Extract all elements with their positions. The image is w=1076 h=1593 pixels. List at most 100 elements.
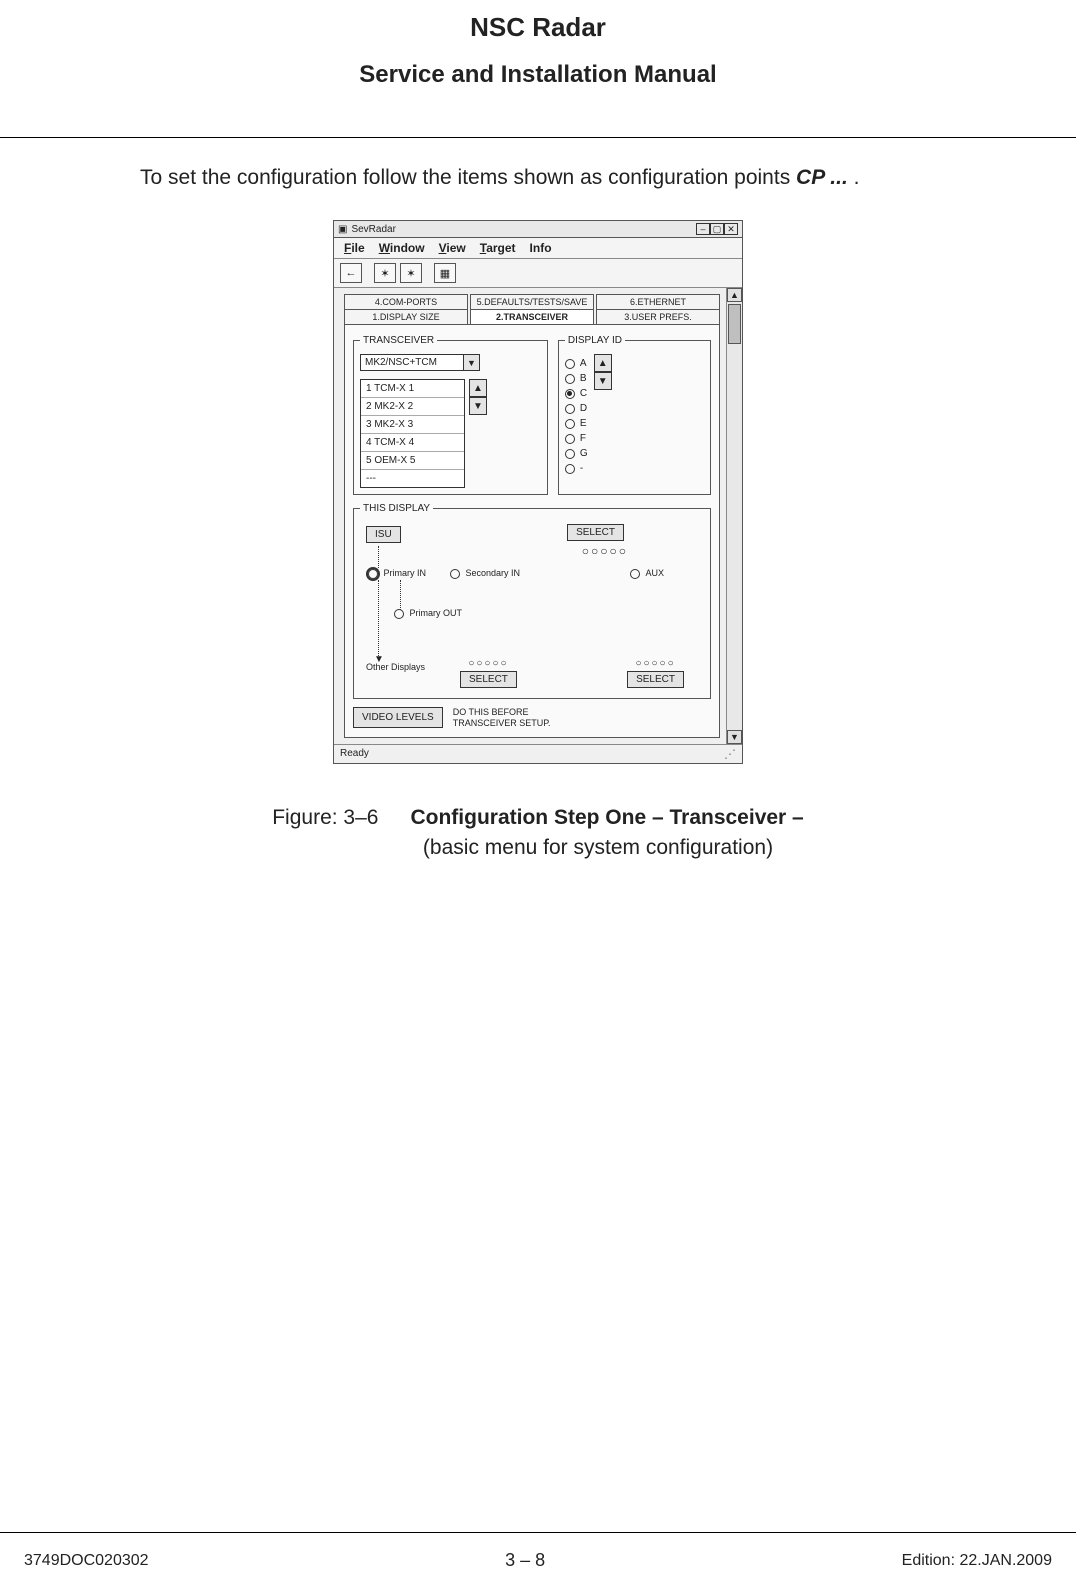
page-footer: 3749DOC020302 3 – 8 Edition: 22.JAN.2009 — [0, 1550, 1076, 1571]
dot-icon — [394, 609, 404, 619]
tool-3[interactable]: ▦ — [434, 263, 456, 283]
spin-up[interactable]: ▲ — [594, 354, 612, 372]
list-item[interactable]: 1 TCM-X 1 — [361, 380, 464, 398]
dots-icon: ○○○○○ — [627, 658, 684, 669]
legend-this-display: THIS DISPLAY — [360, 503, 433, 514]
transceiver-list[interactable]: 1 TCM-X 1 2 MK2-X 2 3 MK2-X 3 4 TCM-X 4 … — [360, 379, 465, 488]
transceiver-combo[interactable]: MK2/NSC+TCM ▼ — [360, 354, 480, 371]
tab-display-size[interactable]: 1.DISPLAY SIZE — [344, 309, 468, 324]
select-button-2[interactable]: SELECT — [627, 671, 684, 688]
dots-icon: ○○○○○ — [460, 658, 517, 669]
tab-com-ports[interactable]: 4.COM-PORTS — [344, 294, 468, 309]
display-id-radios: A B C D E F G - — [565, 354, 588, 478]
dot-row-top: ○○○○○ — [582, 544, 628, 558]
tool-2[interactable]: ✶ — [400, 263, 422, 283]
titlebar: ▣ SevRadar – ▢ ✕ — [334, 221, 742, 238]
scroll-thumb[interactable] — [728, 304, 741, 344]
scroll-down-icon[interactable]: ▼ — [727, 730, 742, 744]
connector — [378, 546, 379, 568]
scroll-up-icon[interactable]: ▲ — [727, 288, 742, 302]
spin-up[interactable]: ▲ — [469, 379, 487, 397]
primary-in-node: Primary IN — [368, 568, 426, 579]
list-item[interactable]: --- — [361, 470, 464, 487]
legend-transceiver: TRANSCEIVER — [360, 335, 437, 346]
page-header: NSC Radar Service and Installation Manua… — [0, 0, 1076, 89]
menubar: File Window View Target Info — [334, 238, 742, 259]
intro-cp: CP ... — [796, 166, 848, 189]
tab-ethernet[interactable]: 6.ETHERNET — [596, 294, 720, 309]
group-display-id: DISPLAY ID A B C D E F G — [558, 335, 711, 495]
node-label: Primary IN — [384, 568, 427, 578]
title-2: Service and Installation Manual — [0, 61, 1076, 89]
tool-back[interactable]: ← — [340, 263, 362, 283]
tabs-row-2: 1.DISPLAY SIZE 2.TRANSCEIVER 3.USER PREF… — [344, 309, 720, 324]
video-levels-note: DO THIS BEFORE TRANSCEIVER SETUP. — [453, 707, 551, 729]
select-button-1[interactable]: SELECT — [460, 671, 517, 688]
dot-icon — [368, 569, 378, 579]
radio-e[interactable] — [565, 419, 575, 429]
vertical-scrollbar[interactable]: ▲ ▼ — [726, 288, 742, 744]
radio-label: D — [580, 403, 587, 414]
menu-view[interactable]: View — [439, 241, 466, 255]
isu-box: ISU — [366, 526, 401, 543]
aux-node: AUX — [630, 568, 664, 579]
radio-dash[interactable] — [565, 464, 575, 474]
tabs-row-1: 4.COM-PORTS 5.DEFAULTS/TESTS/SAVE 6.ETHE… — [344, 294, 720, 309]
status-text: Ready — [340, 748, 369, 759]
spin-down[interactable]: ▼ — [469, 397, 487, 415]
spin-down[interactable]: ▼ — [594, 372, 612, 390]
tab-defaults[interactable]: 5.DEFAULTS/TESTS/SAVE — [470, 294, 594, 309]
video-levels-row: VIDEO LEVELS DO THIS BEFORE TRANSCEIVER … — [353, 707, 711, 729]
node-label: Secondary IN — [466, 568, 521, 578]
tool-1[interactable]: ✶ — [374, 263, 396, 283]
list-item[interactable]: 5 OEM-X 5 — [361, 452, 464, 470]
maximize-button[interactable]: ▢ — [710, 223, 724, 235]
node-label: Primary OUT — [410, 608, 463, 618]
radio-label: G — [580, 448, 588, 459]
list-item[interactable]: 2 MK2-X 2 — [361, 398, 464, 416]
list-item[interactable]: 4 TCM-X 4 — [361, 434, 464, 452]
other-displays-label: Other Displays — [366, 662, 425, 672]
note-line-1: DO THIS BEFORE — [453, 707, 551, 718]
toolbar: ← ✶ ✶ ▦ — [334, 259, 742, 288]
group-transceiver: TRANSCEIVER MK2/NSC+TCM ▼ 1 TCM-X 1 2 MK… — [353, 335, 548, 495]
chevron-down-icon[interactable]: ▼ — [464, 354, 480, 371]
tab-transceiver[interactable]: 2.TRANSCEIVER — [470, 309, 594, 324]
radio-d[interactable] — [565, 404, 575, 414]
tab-user-prefs[interactable]: 3.USER PREFS. — [596, 309, 720, 324]
select-top-button[interactable]: SELECT — [567, 524, 624, 541]
combo-text: MK2/NSC+TCM — [360, 354, 464, 371]
radio-label: F — [580, 433, 586, 444]
menu-window[interactable]: Window — [379, 241, 425, 255]
intro-pre: To set the configuration follow the item… — [140, 166, 796, 189]
radio-g[interactable] — [565, 449, 575, 459]
tab-page: TRANSCEIVER MK2/NSC+TCM ▼ 1 TCM-X 1 2 MK… — [344, 324, 720, 738]
note-line-2: TRANSCEIVER SETUP. — [453, 718, 551, 729]
screenshot-window: ▣ SevRadar – ▢ ✕ File Window View Target… — [333, 220, 743, 764]
menu-info[interactable]: Info — [530, 241, 552, 255]
select-bottom-1: ○○○○○ SELECT — [460, 658, 517, 688]
primary-out-node: Primary OUT — [394, 608, 462, 619]
minimize-button[interactable]: – — [696, 223, 710, 235]
close-button[interactable]: ✕ — [724, 223, 738, 235]
menu-file[interactable]: File — [344, 241, 365, 255]
connector — [378, 580, 379, 660]
radio-b[interactable] — [565, 374, 575, 384]
resize-grip-icon[interactable]: ⋰ — [724, 747, 736, 761]
page-number: 3 – 8 — [505, 1550, 545, 1571]
legend-display-id: DISPLAY ID — [565, 335, 625, 346]
radio-f[interactable] — [565, 434, 575, 444]
dot-icon — [450, 569, 460, 579]
radio-label: C — [580, 388, 587, 399]
list-item[interactable]: 3 MK2-X 3 — [361, 416, 464, 434]
radio-label: B — [580, 373, 587, 384]
radio-c[interactable] — [565, 389, 575, 399]
edition: Edition: 22.JAN.2009 — [902, 1552, 1052, 1570]
radio-a[interactable] — [565, 359, 575, 369]
figure-number: Figure: 3–6 — [272, 806, 378, 830]
secondary-in-node: Secondary IN — [450, 568, 520, 579]
menu-target[interactable]: Target — [480, 241, 516, 255]
video-levels-button[interactable]: VIDEO LEVELS — [353, 707, 443, 728]
top-rule — [0, 137, 1076, 138]
statusbar: Ready ⋰ — [334, 744, 742, 763]
